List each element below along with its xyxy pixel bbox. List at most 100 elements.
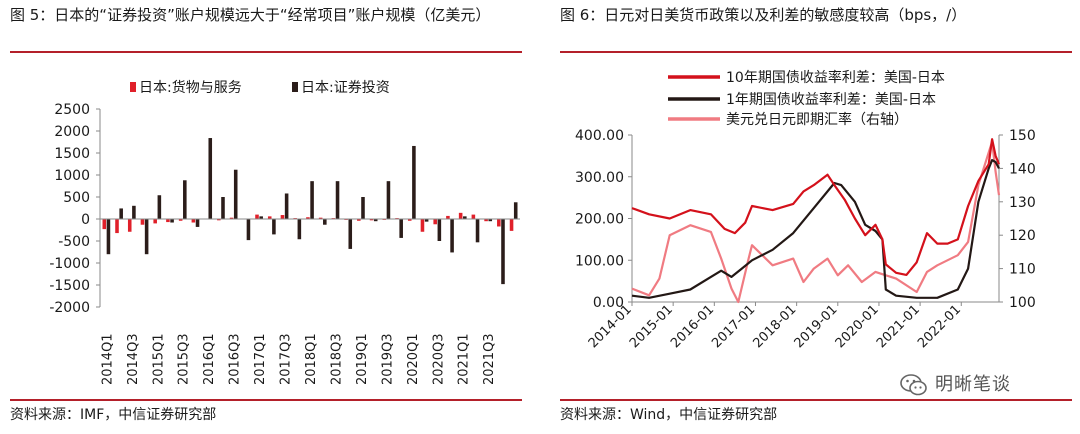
bar [433,219,437,225]
bar [420,219,425,232]
legend-label: 1年期国债收益率利差：美国-日本 [726,91,936,108]
bar [348,219,353,249]
y-tick-label: 300.00 [575,170,624,186]
bar [373,219,378,222]
bar [369,219,374,221]
x-tick-label: 2016Q3 [228,333,243,385]
series-line [631,138,1001,276]
y-tick-label: 200.00 [575,212,624,228]
x-tick-label: 2020Q1 [406,333,421,385]
y-tick-label: 0 [81,212,90,228]
bar [272,219,276,235]
bar [233,169,238,219]
bar [412,145,416,219]
watermark: 明晰笔谈 [899,370,1069,400]
bar [102,219,107,230]
bar [310,181,314,219]
y2-tick-label: 100 [1009,295,1036,311]
x-tick-label: 2019Q1 [355,333,370,385]
bar [195,219,200,227]
bar [267,216,272,219]
wechat-icon [900,374,927,396]
y2-tick-label: 110 [1009,262,1036,278]
figure-5-title: 图 5：日本的“证券投资”账户规模远大于“经常项目”账户规模（亿美元） [10,6,491,24]
bar [183,180,187,219]
bar [323,219,327,225]
bar [407,219,412,221]
y-tick-label: -2000 [49,300,90,316]
watermark-text: 明晰笔谈 [935,374,1011,395]
x-tick-label: 2019Q3 [380,333,395,385]
figure-5-source: 资料来源：IMF，中信证券研究部 [10,407,217,423]
series-line [631,159,1000,299]
y2-tick-label: 120 [1009,228,1036,244]
bar [106,219,111,255]
series-line [631,140,1001,304]
x-tick-label: 2020Q3 [431,333,446,385]
x-tick-label: 2021Q3 [482,333,497,385]
bar [246,219,251,241]
bar [115,219,119,234]
y-tick-label: -1000 [49,256,90,272]
x-tick-label: 2018Q1 [304,333,319,385]
bar [475,219,480,243]
bar [437,219,442,241]
legend-label: 美元兑日元即期汇率（右轴） [726,111,908,128]
bar [255,214,259,219]
x-tick-label: 2016Q1 [202,333,217,385]
bar [166,219,170,223]
y-tick-label: 1000 [54,168,90,184]
figure-5-panel: 图 5：日本的“证券投资”账户规模远大于“经常项目”账户规模（亿美元） 日本:货… [0,0,530,434]
x-tick-label: 2016-01 [668,302,717,351]
bar [284,193,289,219]
bar [357,219,361,221]
bar [280,215,285,219]
bar [488,219,493,222]
bar [361,197,365,219]
bar [386,181,391,219]
bar [119,208,123,219]
y-tick-label: -1500 [49,278,90,294]
bar [471,214,476,219]
bar [178,219,183,221]
x-tick-label: 2015-01 [627,302,676,351]
y-tick-label: 100.00 [575,253,624,269]
bar [140,219,145,225]
bar [157,195,162,219]
x-tick-label: 2019-01 [792,302,841,351]
x-tick-label: 2018-01 [750,302,799,351]
bar [458,212,463,219]
y2-tick-label: 150 [1009,128,1036,144]
x-tick-label: 2020-01 [833,302,882,351]
bar [153,219,157,224]
x-tick-label: 2022-01 [915,302,964,351]
bar [297,219,302,240]
x-tick-label: 2015Q3 [177,333,192,385]
bar [335,181,340,219]
legend-label: 10年期国债收益率利差：美国-日本 [726,69,945,86]
bar [509,219,514,231]
source-rule [10,399,522,401]
title-rule [560,51,1072,53]
x-tick-label: 2017Q3 [279,333,294,385]
x-tick-label: 2017-01 [709,302,758,351]
bar [450,219,454,253]
figure-6-source: 资料来源：Wind，中信证券研究部 [560,407,778,423]
bar [306,217,310,219]
x-tick-label: 2018Q3 [329,333,344,385]
y-tick-label: 2500 [54,102,90,118]
y-tick-label: 400.00 [575,128,624,144]
bar [501,219,505,285]
bar [484,219,488,222]
y-tick-label: 0.00 [593,295,624,311]
bar [144,219,149,255]
x-tick-label: 2014Q3 [126,333,141,385]
title-rule [10,51,522,53]
bar [424,219,429,222]
bar [399,219,403,238]
bar-chart: 日本:货物与服务 日本:证券投资 2500 2000 1500 1000 500 0 -500 -… [49,79,520,385]
bar [497,219,501,227]
x-tick-label: 2014Q1 [100,333,115,385]
bar [229,217,234,219]
x-tick-label: 2021Q1 [457,333,472,385]
